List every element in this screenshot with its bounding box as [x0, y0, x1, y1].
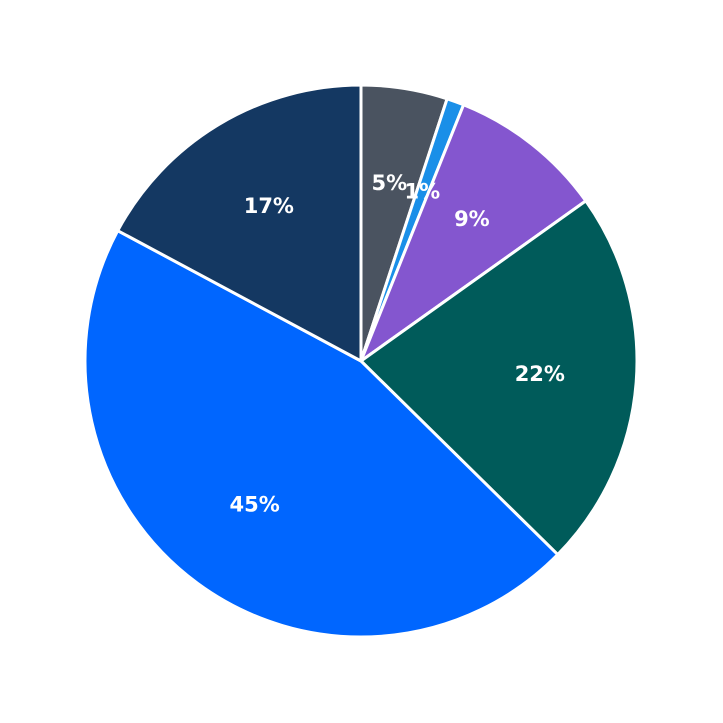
- pie-slice: [83, 229, 560, 639]
- pie-slice: [359, 103, 588, 363]
- slice-label: 9%: [454, 207, 490, 231]
- slice-label: 45%: [229, 492, 279, 516]
- slice-label: 22%: [515, 362, 565, 386]
- slice-label: 17%: [244, 194, 294, 218]
- pie-slice: [116, 83, 363, 363]
- slice-label: 5%: [372, 171, 408, 195]
- pie-slice: [359, 199, 639, 557]
- slice-label: 1%: [405, 179, 441, 203]
